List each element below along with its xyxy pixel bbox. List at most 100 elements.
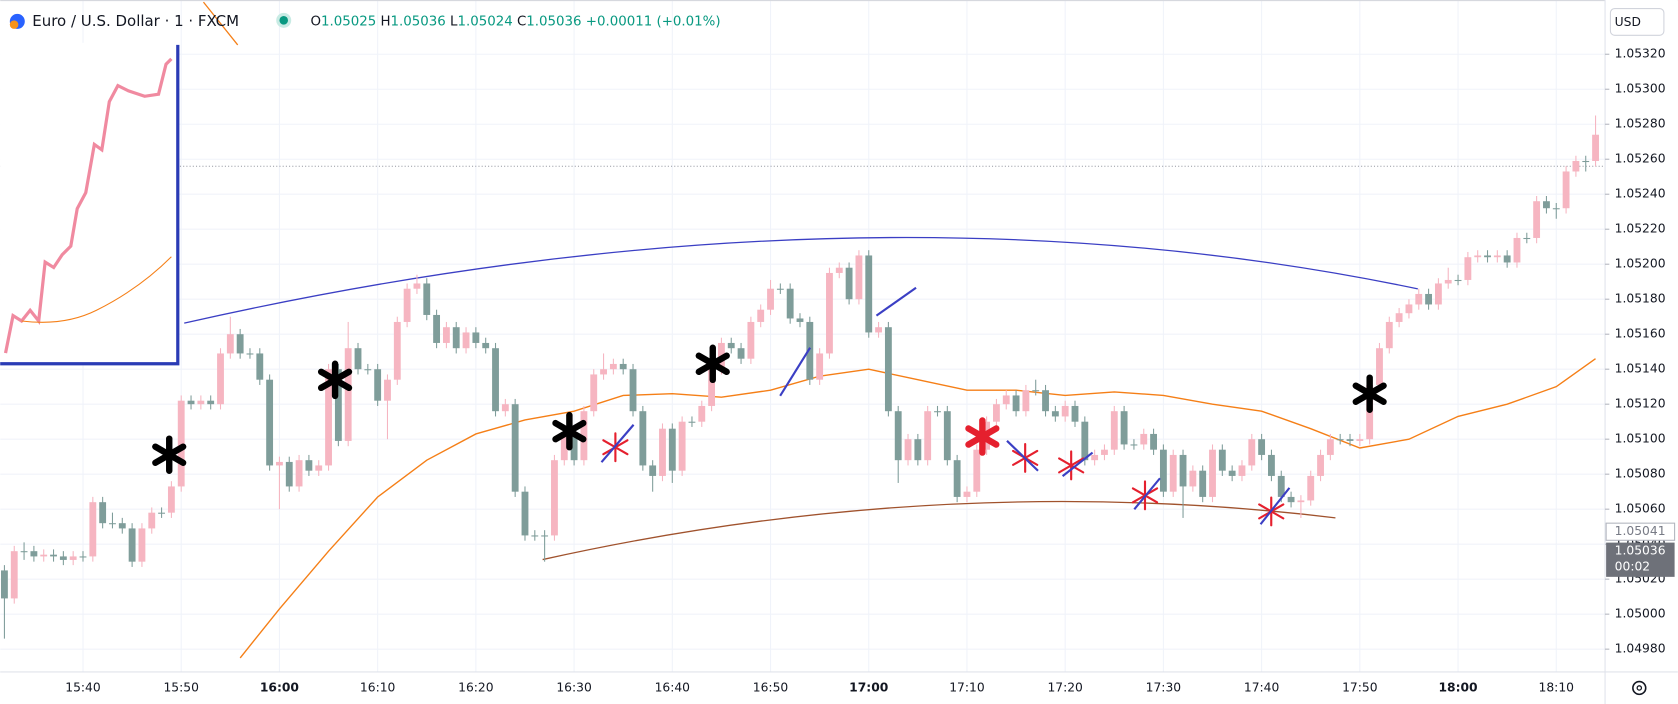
- candle-body: [1081, 421, 1089, 461]
- candle-body: [639, 411, 647, 466]
- candle-body: [1228, 470, 1236, 476]
- inset: [0, 42, 180, 366]
- ohlc-value: 1.05024: [457, 14, 512, 29]
- candle-body: [600, 369, 607, 375]
- candle-body: [1189, 470, 1197, 487]
- candle-body: [492, 348, 499, 412]
- candle-body: [501, 404, 509, 412]
- candle-body: [1572, 160, 1580, 172]
- x-tick-label: 18:00: [1438, 680, 1477, 694]
- candle-body: [993, 404, 1000, 422]
- candle-body: [30, 551, 38, 557]
- candle-body: [1140, 433, 1148, 445]
- trend-line: [202, 1, 239, 46]
- annotation: [1058, 457, 1085, 474]
- x-tick-label: 17:50: [1342, 680, 1377, 694]
- candle-body: [767, 288, 774, 310]
- annotation: [600, 424, 635, 463]
- candle-body: [1238, 465, 1246, 476]
- candle-body: [315, 465, 323, 471]
- candle-body: [1297, 500, 1305, 503]
- annotation: [552, 419, 587, 443]
- candle-body: [1287, 496, 1295, 503]
- candle-body: [1454, 279, 1462, 282]
- settings-button[interactable]: [1632, 680, 1647, 696]
- candle-body: [1444, 279, 1452, 284]
- status-dot: [279, 16, 288, 25]
- candle-body: [1022, 390, 1030, 412]
- x-tick-label: 16:30: [556, 680, 591, 694]
- candle-body: [855, 255, 863, 300]
- y-tick-label: 1.05200: [1615, 257, 1666, 271]
- ohlc-value: 1.05036: [391, 14, 446, 29]
- symbol: Euro / U.S. Dollar · 1 · FXCM: [32, 12, 239, 30]
- candle-body: [1110, 411, 1118, 450]
- candle-body: [1307, 475, 1315, 501]
- inset-ma: [21, 256, 172, 323]
- candle-body: [266, 379, 274, 466]
- candle-body: [1101, 449, 1108, 455]
- candle-body: [1209, 449, 1216, 497]
- price-marker: [1605, 522, 1676, 541]
- candle-body: [1543, 201, 1550, 209]
- candle-body: [835, 267, 843, 273]
- price-marker: [1606, 542, 1675, 577]
- candle-body: [1071, 405, 1079, 422]
- candle-body: [256, 353, 264, 380]
- candle-body: [217, 353, 224, 405]
- settings-icon[interactable]: [1632, 680, 1647, 696]
- candle-body: [1434, 283, 1442, 305]
- ohlc-letter: C: [517, 14, 526, 29]
- candle-body: [433, 314, 441, 343]
- candle-body: [334, 369, 342, 441]
- candle-body: [560, 433, 568, 461]
- annotation: [965, 425, 1000, 448]
- annotation: [317, 368, 353, 392]
- y-tick-label: 1.05080: [1615, 467, 1666, 481]
- candle-body: [649, 465, 657, 476]
- candle-body: [1130, 444, 1138, 446]
- currency[interactable]: USD: [1615, 15, 1641, 29]
- x-tick-label: 17:10: [949, 680, 984, 694]
- x-tick-label: 17:00: [849, 680, 888, 694]
- header: Euro / U.S. Dollar · 1 · FXCM O1.05025 H…: [9, 8, 1665, 696]
- candle-body: [177, 400, 185, 487]
- currency-button[interactable]: [1609, 8, 1665, 36]
- candle-body: [1425, 293, 1433, 305]
- candle-body: [1592, 134, 1599, 161]
- ohlc: O1.05025 H1.05036 L1.05024 C1.05036 +0.0…: [310, 14, 720, 29]
- candle-body: [69, 556, 77, 560]
- y-tick-label: 1.05180: [1615, 292, 1666, 306]
- candle-body: [236, 334, 244, 354]
- candle-body: [796, 318, 804, 322]
- candle-body: [344, 348, 352, 441]
- candle-body: [1336, 439, 1344, 441]
- candle-body: [89, 502, 97, 557]
- ohlc-letter: H: [380, 14, 390, 29]
- candle-body: [924, 411, 932, 461]
- x-tick-label: 16:50: [753, 680, 788, 694]
- y-tick-label: 1.05260: [1615, 152, 1666, 166]
- price-marker-label: 1.05036: [1615, 544, 1666, 558]
- candle-body: [99, 502, 107, 524]
- candle-body: [285, 461, 293, 487]
- candle-body: [629, 369, 637, 412]
- candle-body: [118, 523, 126, 529]
- y-tick-label: 1.05120: [1615, 397, 1666, 411]
- candle-body: [364, 369, 372, 371]
- candle-body: [953, 460, 961, 497]
- x-tick-label: 15:50: [163, 680, 198, 694]
- candle-body: [413, 283, 421, 289]
- settings-icon[interactable]: [1636, 685, 1643, 691]
- candle-body: [737, 348, 745, 359]
- x-tick-label: 16:20: [458, 680, 493, 694]
- candle-body: [934, 411, 941, 413]
- candle-body: [197, 400, 205, 405]
- overlay: [152, 286, 1387, 527]
- price-marker-label: 1.05041: [1615, 524, 1666, 538]
- y-tick-label: 1.05220: [1615, 222, 1666, 236]
- y-tick-label: 1.05060: [1615, 502, 1666, 516]
- candle-body: [894, 411, 902, 461]
- time-axis: [0, 671, 1678, 704]
